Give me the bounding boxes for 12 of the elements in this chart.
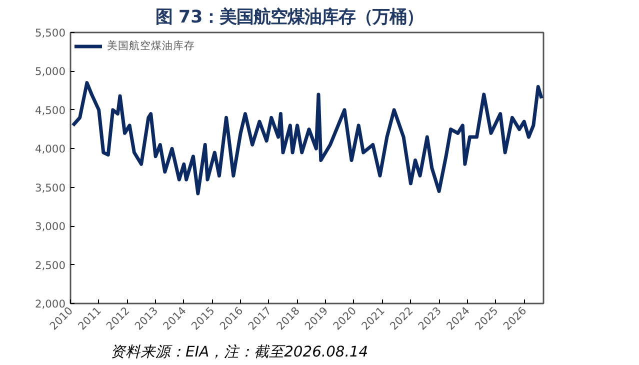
line-series — [71, 81, 544, 196]
y-tick-label: 5,500 — [34, 26, 66, 40]
y-tick-label: 4,000 — [34, 142, 66, 156]
y-tick-label: 5,000 — [34, 65, 66, 78]
y-tick-label: 4,500 — [34, 104, 66, 117]
text: 资料来源：EIA，注：截至2026.08.14 — [110, 344, 368, 360]
y-tick-label: 3,500 — [34, 181, 66, 194]
y-tick-label: 2,500 — [34, 258, 66, 272]
y-tick-label: 3,000 — [34, 220, 66, 234]
y-tick-label: 2,000 — [34, 298, 66, 310]
chart-title: 图 73：美国航空煤油库存（万桶） — [156, 6, 424, 28]
legend-label: 美国航空煤油库存 — [107, 39, 195, 53]
